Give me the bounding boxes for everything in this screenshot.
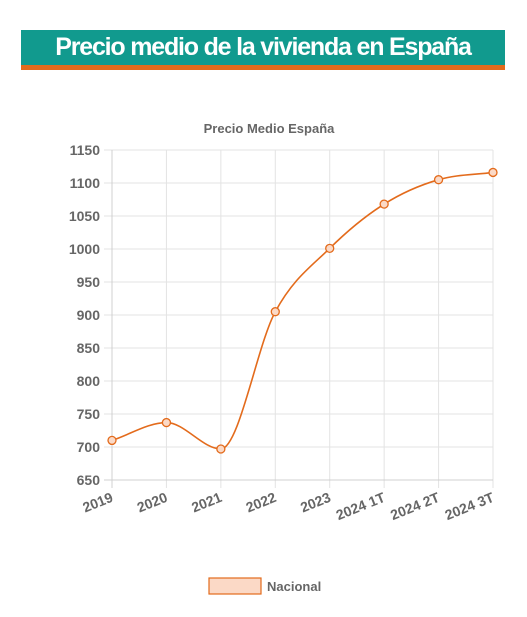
- chart-title: Precio Medio España: [204, 121, 336, 136]
- legend[interactable]: Nacional: [208, 577, 321, 595]
- y-tick-label: 950: [77, 274, 101, 290]
- y-tick-label: 650: [77, 472, 101, 488]
- y-tick-label: 800: [77, 373, 101, 389]
- data-point: [325, 243, 335, 253]
- x-axis: 2019 2020 2021 2022 2023 2024 1T 2024 2T 2024 3…: [80, 489, 496, 523]
- y-tick-label: 700: [77, 439, 101, 455]
- y-tick-label: 1100: [70, 175, 101, 191]
- data-point: [107, 435, 117, 446]
- legend-swatch-nacional[interactable]: [208, 577, 262, 595]
- y-axis: 650 700 750 800 850 900 950 1000 1050 1100 1150: [69, 142, 100, 488]
- y-tick-label: 1150: [70, 142, 101, 158]
- x-tick-label: 2024 3T: [442, 489, 496, 523]
- data-point: [488, 167, 498, 178]
- data-point: [270, 307, 280, 317]
- chart-grid: [104, 149, 494, 488]
- data-point: [216, 444, 226, 454]
- y-tick-label: 1000: [69, 241, 100, 257]
- x-tick-label: 2022: [244, 489, 279, 516]
- series-line-nacional: [111, 171, 494, 450]
- x-tick-label: 2020: [135, 489, 170, 516]
- y-tick-label: 850: [77, 340, 101, 356]
- data-point: [379, 199, 389, 209]
- x-tick-label: 2021: [189, 489, 224, 516]
- series-points: [107, 167, 498, 454]
- x-tick-label: 2024 1T: [334, 489, 388, 523]
- chart-container: Precio Medio España 650 700 750 800 850 900 95…: [0, 110, 527, 610]
- x-tick-label: 2019: [80, 489, 115, 516]
- legend-label-nacional[interactable]: Nacional: [267, 579, 321, 594]
- page-title: Precio medio de la vivienda en España: [55, 33, 472, 61]
- data-point: [433, 175, 444, 185]
- x-tick-label: 2023: [298, 489, 333, 516]
- x-tick-label: 2024 2T: [388, 489, 442, 523]
- y-tick-label: 900: [77, 307, 101, 323]
- y-tick-label: 750: [77, 406, 101, 422]
- y-tick-label: 1050: [69, 208, 100, 224]
- title-banner: Precio medio de la vivienda en España: [21, 30, 505, 70]
- data-point: [161, 417, 172, 428]
- line-chart: Precio Medio España 650 700 750 800 850 900 95…: [69, 121, 498, 595]
